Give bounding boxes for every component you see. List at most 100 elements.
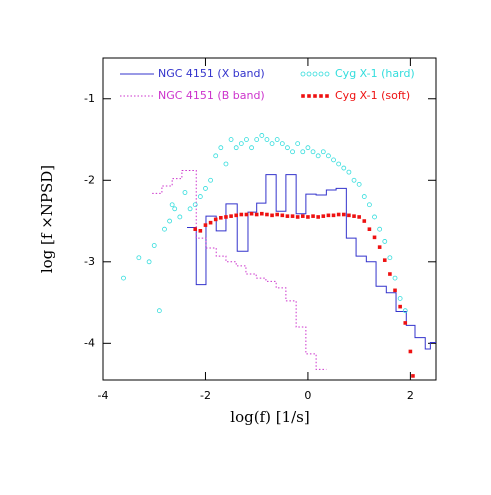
y-axis-label: log [f ×NPSD] (38, 165, 56, 273)
legend-swatch (300, 71, 306, 77)
x-tick-label: -4 (98, 389, 109, 402)
point (301, 214, 305, 218)
point (213, 153, 219, 159)
point (306, 215, 310, 219)
point (362, 219, 367, 223)
x-tick-label: 2 (407, 389, 414, 402)
point (280, 213, 285, 218)
legend-label: Cyg X-1 (soft) (335, 89, 410, 102)
legend-swatch (313, 94, 317, 98)
point (331, 157, 336, 163)
point (321, 214, 326, 218)
point (244, 212, 249, 217)
point (411, 374, 415, 378)
point (208, 220, 213, 225)
point (315, 153, 321, 159)
point (177, 214, 183, 220)
point (264, 137, 270, 142)
point (377, 245, 382, 249)
legend-label: NGC 4151 (X band) (158, 67, 265, 80)
point (229, 214, 233, 218)
legend-label: Cyg X-1 (hard) (335, 67, 415, 80)
point (223, 161, 229, 167)
point (357, 215, 361, 219)
point (265, 212, 269, 217)
point (372, 235, 377, 240)
point (238, 141, 244, 146)
point (311, 214, 315, 218)
point (182, 190, 188, 195)
point (341, 212, 346, 217)
point (167, 218, 173, 224)
legend-swatch (301, 94, 305, 98)
legend-swatch (306, 71, 312, 77)
point (203, 186, 208, 191)
point (279, 141, 285, 146)
point (136, 255, 142, 261)
point (336, 212, 341, 217)
point (156, 308, 162, 314)
point (377, 226, 383, 232)
point (372, 214, 377, 220)
point (361, 194, 367, 199)
point (310, 149, 316, 155)
y-tick-label: -1 (84, 92, 95, 105)
legend-label: NGC 4151 (B band) (158, 89, 265, 102)
point (224, 215, 228, 219)
point (393, 288, 397, 293)
point (300, 149, 306, 155)
point (398, 304, 402, 309)
point (408, 349, 413, 354)
point (275, 212, 279, 217)
x-axis-label: log(f) [1/s] (230, 408, 309, 426)
point (366, 202, 372, 208)
point (341, 165, 347, 171)
point (208, 177, 213, 183)
y-tick-label: -4 (84, 336, 95, 349)
point (397, 296, 403, 301)
point (254, 212, 259, 217)
point (403, 321, 408, 325)
point (326, 153, 331, 159)
point (305, 145, 311, 151)
point (382, 239, 388, 244)
x-tick-label: -2 (200, 389, 211, 402)
point (249, 211, 254, 216)
point (193, 227, 198, 231)
y-tick-label: -2 (84, 173, 95, 186)
point (234, 213, 238, 218)
point (320, 149, 326, 155)
point (213, 217, 218, 222)
point (239, 212, 244, 217)
point (187, 206, 193, 212)
legend-swatch (312, 71, 318, 77)
legend-swatch (307, 94, 311, 98)
point (121, 275, 126, 281)
point (197, 194, 203, 199)
point (259, 133, 265, 138)
point (285, 145, 290, 151)
point (367, 227, 372, 231)
point (270, 213, 274, 218)
point (351, 177, 357, 183)
step-line (152, 169, 327, 370)
legend-swatch (318, 71, 324, 77)
point (402, 308, 408, 314)
point (295, 141, 301, 146)
point (244, 137, 249, 142)
point (249, 145, 254, 151)
y-tick-label: -3 (84, 255, 95, 268)
point (316, 215, 320, 219)
point (326, 213, 331, 218)
point (387, 255, 393, 261)
legend-swatch (325, 94, 329, 98)
point (169, 202, 175, 208)
legend-swatch (319, 94, 323, 98)
point (331, 213, 336, 218)
point (352, 214, 356, 218)
legend-swatch (324, 71, 330, 77)
point (151, 243, 157, 248)
point (260, 211, 264, 216)
point (392, 275, 398, 281)
